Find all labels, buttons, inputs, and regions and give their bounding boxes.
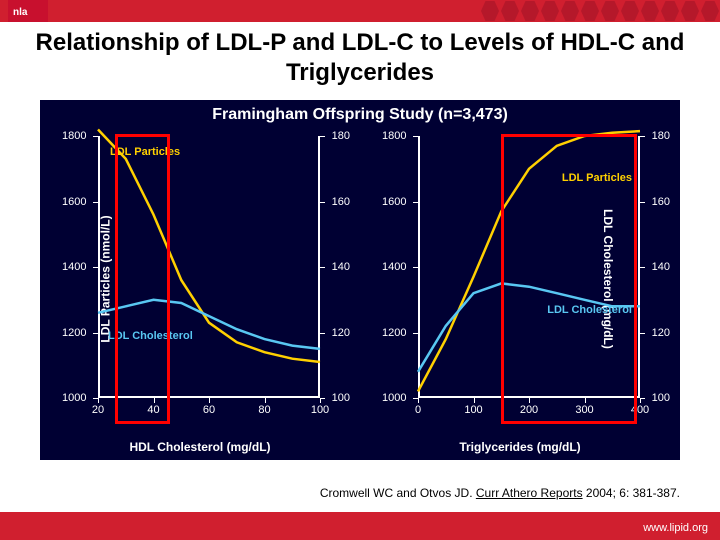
hex-ornament [480, 0, 720, 22]
ytick-right: 120 [332, 327, 350, 339]
footer-url: www.lipid.org [643, 522, 708, 534]
ytick-left: 1000 [62, 392, 86, 404]
ytick-right: 180 [332, 130, 350, 142]
ytick-left: 1200 [382, 327, 406, 339]
ytick-left: 1800 [62, 130, 86, 142]
citation: Cromwell WC and Otvos JD. Curr Athero Re… [320, 486, 680, 500]
ytick-right: 100 [652, 392, 670, 404]
ytick-right: 120 [652, 327, 670, 339]
chart-container: Framingham Offspring Study (n=3,473) LDL… [40, 100, 680, 460]
xlabel-left: HDL Cholesterol (mg/dL) [129, 440, 270, 454]
chart-title: Framingham Offspring Study (n=3,473) [40, 100, 680, 124]
xtick: 0 [415, 404, 421, 416]
citation-author: Cromwell WC and Otvos JD. [320, 486, 476, 500]
ytick-left: 1400 [382, 261, 406, 273]
series-label-ldlp: LDL Particles [110, 146, 180, 158]
citation-year: 2004; 6: 381-387. [583, 486, 680, 500]
ytick-left: 1000 [382, 392, 406, 404]
footer-band: www.lipid.org [0, 512, 720, 540]
ytick-left: 1600 [382, 196, 406, 208]
series-label-ldlc: LDL Cholesterol [547, 304, 632, 316]
ytick-right: 140 [652, 261, 670, 273]
xtick: 300 [575, 404, 593, 416]
curves-left [98, 136, 320, 398]
plot-right: 1000120014001600180010012014016018001002… [418, 136, 640, 398]
right-panel: LDL Cholesterol (mg/dL) 1000120014001600… [360, 132, 680, 426]
plot-left: 1000120014001600180010012014016018020406… [98, 136, 320, 398]
header-band: nla [0, 0, 720, 22]
ytick-left: 1200 [62, 327, 86, 339]
chart-panels: LDL Particles (nmol/L) 10001200140016001… [40, 132, 680, 426]
ytick-right: 140 [332, 261, 350, 273]
ytick-right: 160 [332, 196, 350, 208]
xlabel-right: Triglycerides (mg/dL) [459, 440, 580, 454]
xtick: 40 [147, 404, 159, 416]
series-label-ldlc: LDL Cholesterol [108, 330, 193, 342]
svg-text:nla: nla [13, 7, 28, 18]
citation-journal: Curr Athero Reports [476, 486, 583, 500]
xtick: 20 [92, 404, 104, 416]
ytick-right: 160 [652, 196, 670, 208]
xtick: 100 [311, 404, 329, 416]
xtick: 60 [203, 404, 215, 416]
ytick-left: 1600 [62, 196, 86, 208]
xtick: 400 [631, 404, 649, 416]
xtick: 100 [464, 404, 482, 416]
xtick: 80 [258, 404, 270, 416]
slide-title: Relationship of LDL-P and LDL-C to Level… [0, 22, 720, 94]
ytick-left: 1800 [382, 130, 406, 142]
logo: nla [8, 0, 48, 22]
ytick-right: 100 [332, 392, 350, 404]
xtick: 200 [520, 404, 538, 416]
series-label-ldlp: LDL Particles [562, 172, 632, 184]
ytick-left: 1400 [62, 261, 86, 273]
ytick-right: 180 [652, 130, 670, 142]
left-panel: LDL Particles (nmol/L) 10001200140016001… [40, 132, 360, 426]
